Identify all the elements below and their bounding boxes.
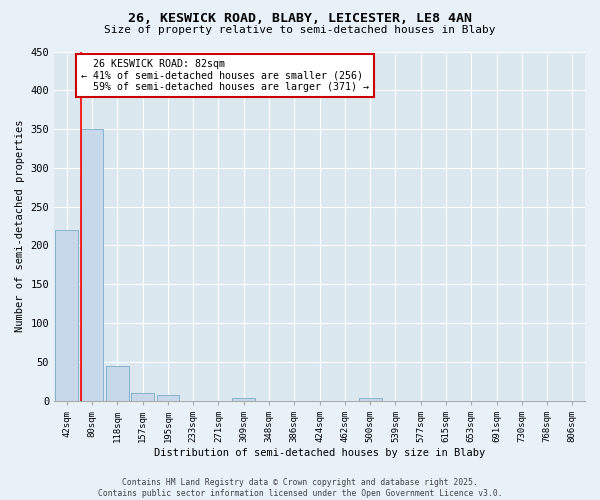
Y-axis label: Number of semi-detached properties: Number of semi-detached properties	[15, 120, 25, 332]
Text: 26, KESWICK ROAD, BLABY, LEICESTER, LE8 4AN: 26, KESWICK ROAD, BLABY, LEICESTER, LE8 …	[128, 12, 472, 26]
Bar	[55, 230, 78, 400]
Bar	[81, 129, 103, 400]
Text: 26 KESWICK ROAD: 82sqm
← 41% of semi-detached houses are smaller (256)
  59% of : 26 KESWICK ROAD: 82sqm ← 41% of semi-det…	[81, 60, 369, 92]
Bar	[131, 393, 154, 400]
Bar	[106, 366, 129, 400]
Text: Contains HM Land Registry data © Crown copyright and database right 2025.
Contai: Contains HM Land Registry data © Crown c…	[98, 478, 502, 498]
X-axis label: Distribution of semi-detached houses by size in Blaby: Distribution of semi-detached houses by …	[154, 448, 485, 458]
Text: Size of property relative to semi-detached houses in Blaby: Size of property relative to semi-detach…	[104, 25, 496, 35]
Bar	[232, 398, 255, 400]
Bar	[359, 398, 382, 400]
Bar	[157, 395, 179, 400]
